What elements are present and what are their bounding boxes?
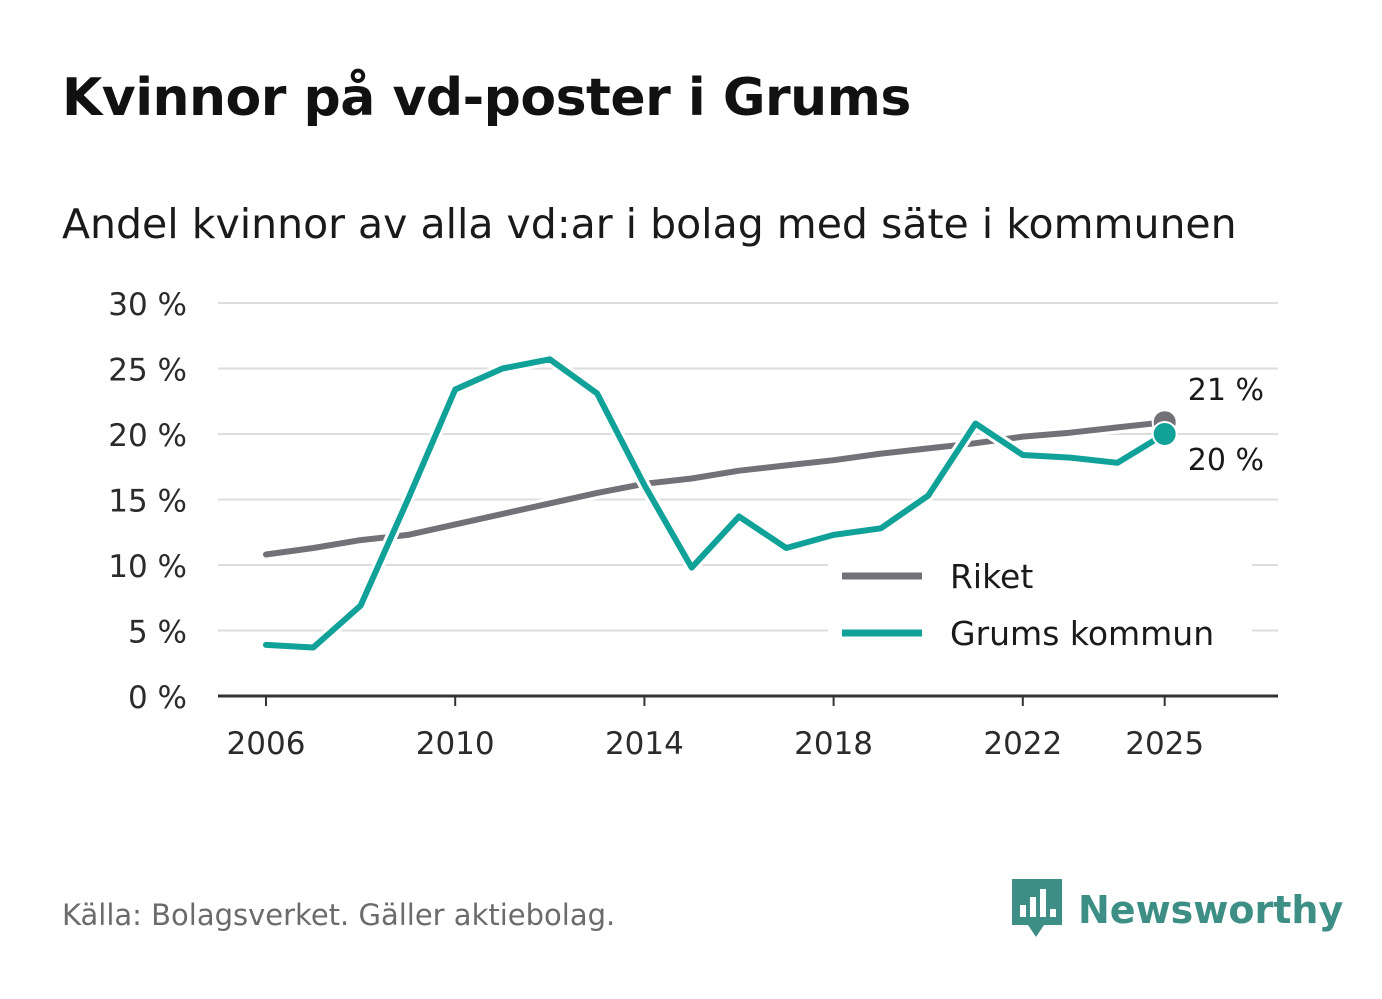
chart-title: Kvinnor på vd-poster i Grums [62,68,911,128]
legend-background [828,548,1252,660]
brand-name: Newsworthy [1078,888,1344,932]
y-tick-label: 0 % [128,680,187,716]
x-tick-label: 2025 [1125,726,1204,762]
y-tick-label: 5 % [128,615,187,651]
y-tick-label: 20 % [108,418,187,454]
series-line-grums [263,356,1168,651]
newsworthy-logo-icon [1012,879,1062,937]
brand-logo: Newsworthy [1012,878,1343,942]
y-tick-label: 15 % [108,484,187,520]
x-tick-label: 2010 [416,726,495,762]
series-line-riket [263,419,1168,558]
end-value-label: 21 % [1188,373,1264,408]
y-tick-label: 25 % [108,353,187,389]
y-tick-label: 30 % [108,287,187,323]
y-axis-ticks: 0 % 5 % 10 % 15 % 20 % 25 % 30 % [108,287,187,716]
x-tick-label: 2014 [605,726,684,762]
x-tick-label: 2006 [227,726,306,762]
x-axis-ticks: 2006 2010 2014 2018 2022 2025 [227,696,1204,762]
legend-label: Grums kommun [950,614,1214,653]
chart-subtitle: Andel kvinnor av alla vd:ar i bolag med … [62,200,1237,248]
end-point-marker [1151,421,1178,447]
end-labels: 21 % 20 % [1185,370,1267,481]
legend: Riket Grums kommun [828,548,1252,660]
legend-label: Riket [950,557,1033,596]
y-tick-label: 10 % [108,549,187,585]
x-tick-label: 2022 [983,726,1062,762]
end-value-label: 20 % [1188,443,1264,478]
source-note: Källa: Bolagsverket. Gäller aktiebolag. [62,898,616,932]
series-lines [260,353,1178,654]
x-tick-label: 2018 [794,726,873,762]
